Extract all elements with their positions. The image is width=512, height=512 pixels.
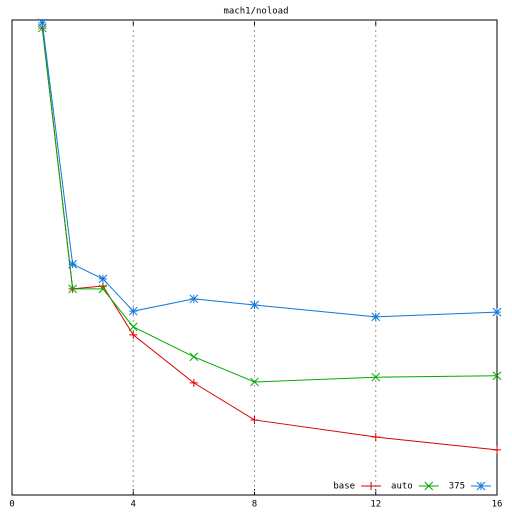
- x-tick-label: 0: [9, 500, 14, 510]
- point-marker: [492, 371, 502, 381]
- legend-label: auto: [391, 482, 413, 492]
- series-line: [41, 28, 498, 383]
- point-marker: [371, 372, 381, 382]
- point-marker: [250, 377, 259, 387]
- legend-label: base: [333, 482, 355, 492]
- point-marker: [98, 284, 108, 294]
- x-tick-label: 16: [492, 500, 503, 510]
- legend-marker: [424, 481, 434, 491]
- point-marker: [189, 352, 199, 362]
- point-marker: [371, 312, 381, 322]
- point-marker: [189, 294, 199, 304]
- x-tick-label: 8: [252, 500, 257, 510]
- point-marker: [493, 445, 501, 454]
- legend-label: 375: [449, 482, 465, 492]
- chart-title: mach1/noload: [223, 7, 288, 17]
- point-marker: [250, 300, 259, 310]
- series-line: [41, 22, 498, 318]
- x-tick-label: 4: [131, 500, 136, 510]
- point-marker: [129, 330, 138, 339]
- point-marker: [371, 433, 380, 442]
- point-marker: [189, 378, 198, 387]
- point-marker: [68, 284, 77, 294]
- point-marker: [250, 415, 259, 424]
- point-marker: [128, 322, 138, 332]
- x-tick-label: 12: [370, 500, 381, 510]
- point-marker: [37, 18, 47, 28]
- legend-marker: [367, 482, 376, 490]
- point-marker: [492, 307, 502, 317]
- point-marker: [98, 274, 108, 284]
- point-marker: [128, 306, 138, 316]
- point-marker: [68, 259, 77, 269]
- series-line: [41, 28, 498, 451]
- legend-marker: [476, 481, 486, 491]
